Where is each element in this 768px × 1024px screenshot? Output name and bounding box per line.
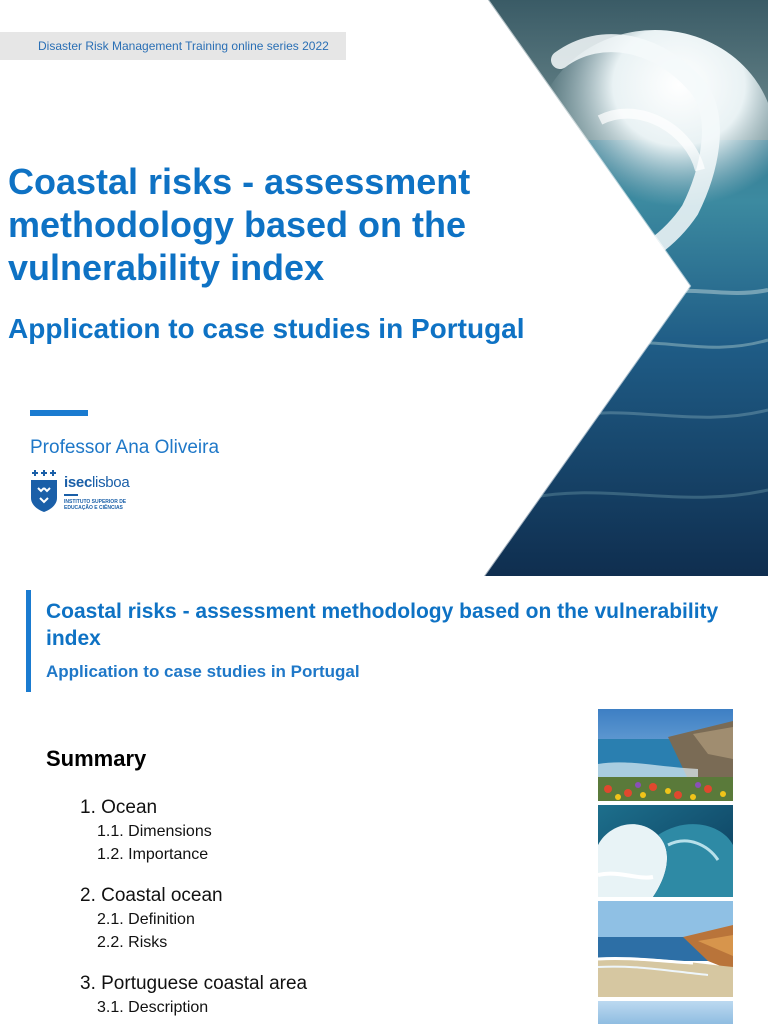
title-slide: Disaster Risk Management Training online…: [0, 0, 768, 576]
logo-wordmark: iseclisboa: [64, 474, 130, 491]
toc-item: 2. Coastal ocean: [80, 885, 223, 906]
toc-section: 3. Portuguese coastal area 3.1. Descript…: [80, 972, 560, 1019]
page-title: Coastal risks - assessment methodology b…: [8, 161, 471, 288]
section-subtitle: Application to case studies in Portugal: [46, 662, 360, 681]
breaking-wave-photo: [598, 805, 733, 897]
sandy-beach-cliffs-photo: [598, 901, 733, 997]
photo-strip: [598, 709, 733, 1024]
series-banner: Disaster Risk Management Training online…: [0, 32, 346, 60]
summary-slide: Coastal risks - assessment methodology b…: [0, 576, 768, 1024]
logo-subtitle: INSTITUTO SUPERIOR DE EDUCAÇÃO E CIÊNCIA…: [64, 499, 127, 511]
summary-heading: Summary: [46, 746, 147, 771]
toc-subitem: 2.1. Definition: [97, 911, 195, 928]
table-of-contents: 1. Ocean 1.1. Dimensions 1.2. Importance…: [80, 796, 560, 1024]
series-label: Disaster Risk Management Training online…: [38, 39, 329, 53]
toc-subitem: 2.2. Risks: [97, 934, 168, 951]
toc-subitem: 1.1. Dimensions: [97, 823, 212, 840]
page-subtitle: Application to case studies in Portugal: [8, 313, 525, 344]
author-name: Professor Ana Oliveira: [30, 437, 220, 458]
toc-section: 2. Coastal ocean 2.1. Definition 2.2. Ri…: [80, 884, 560, 954]
institution-logo: iseclisboa INSTITUTO SUPERIOR DE EDUCAÇÃ…: [30, 470, 170, 514]
section-title: Coastal risks - assessment methodology b…: [46, 600, 719, 650]
logo-rule: [64, 494, 78, 496]
toc-subitem: 3.1. Description: [97, 999, 209, 1016]
toc-section: 1. Ocean 1.1. Dimensions 1.2. Importance: [80, 796, 560, 866]
ocean-wave-image: [483, 0, 768, 576]
blue-sky-photo: [598, 1001, 733, 1024]
shield-icon: [31, 470, 57, 512]
accent-divider: [30, 410, 88, 416]
toc-subitem: 1.2. Importance: [97, 846, 209, 863]
rocky-coast-flowers-photo: [598, 709, 733, 801]
toc-item: 3. Portuguese coastal area: [80, 973, 308, 994]
toc-item: 1. Ocean: [80, 797, 158, 818]
accent-bar: [26, 590, 31, 692]
